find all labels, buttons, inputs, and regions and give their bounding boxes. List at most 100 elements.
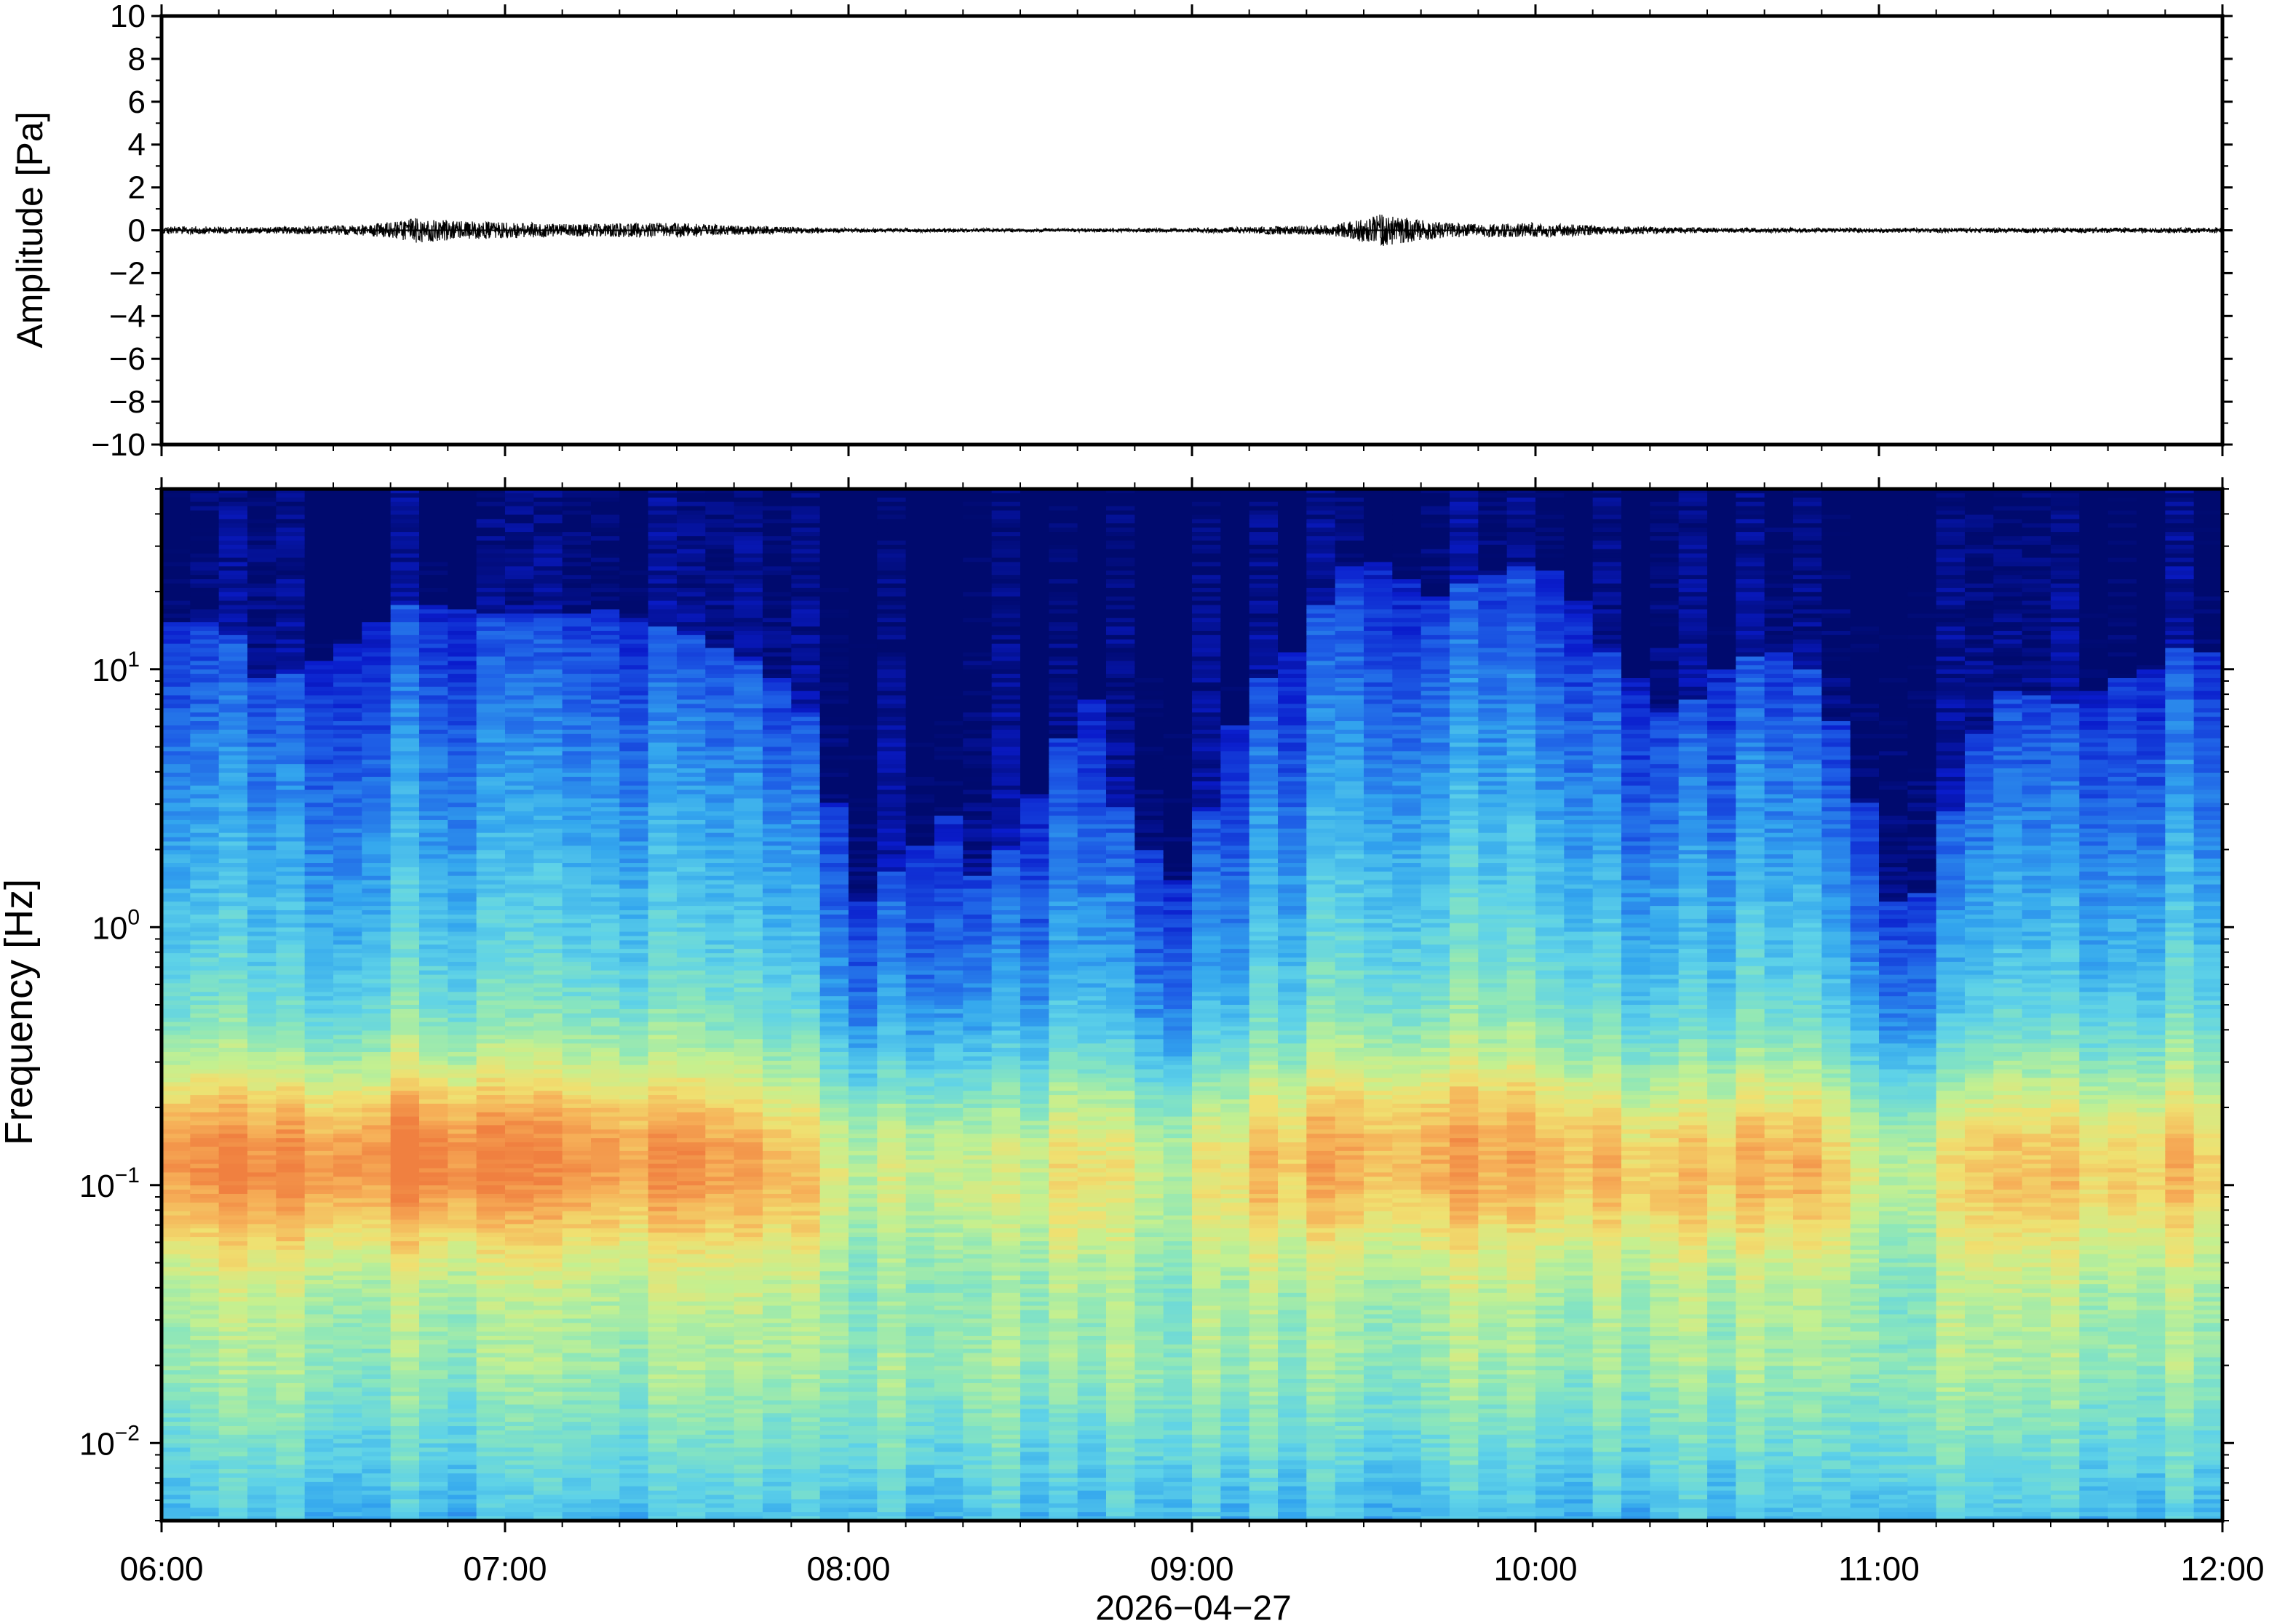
spectrogram-cell	[247, 1379, 277, 1384]
spectrogram-cell	[190, 540, 220, 546]
spectrogram-cell	[162, 816, 191, 821]
spectrogram-cell	[562, 1060, 592, 1066]
spectrogram-cell	[476, 613, 506, 619]
spectrogram-cell	[218, 1465, 248, 1470]
spectrogram-cell	[276, 1391, 306, 1397]
spectrogram-cell	[533, 721, 563, 726]
spectrogram-cell	[362, 1374, 392, 1380]
spectrogram-cell	[247, 1099, 277, 1104]
spectrogram-cell	[276, 570, 306, 576]
spectrogram-cell	[390, 1060, 420, 1066]
spectrogram-cell	[362, 626, 392, 632]
spectrogram-cell	[304, 1039, 334, 1044]
spectrogram-cell	[619, 987, 649, 993]
spectrogram-cell	[591, 1245, 621, 1251]
spectrogram-cell	[419, 1022, 449, 1027]
spectrogram-cell	[190, 781, 220, 787]
spectrogram-cell	[476, 1271, 506, 1277]
spectrogram-cell	[677, 979, 707, 984]
spectrogram-cell	[533, 1121, 563, 1126]
spectrogram-cell	[476, 682, 506, 688]
spectrogram-cell	[619, 859, 649, 864]
spectrogram-cell	[247, 1512, 277, 1517]
spectrogram-cell	[562, 579, 592, 584]
spectrogram-cell	[619, 1086, 649, 1091]
spectrogram-cell	[218, 816, 248, 821]
spectrogram-cell	[533, 1099, 563, 1104]
spectrogram-cell	[419, 699, 449, 705]
spectrogram-cell	[505, 875, 535, 881]
spectrogram-cell	[276, 1056, 306, 1062]
spectrogram-cell	[562, 1172, 592, 1178]
spectrogram-cell	[734, 794, 763, 800]
spectrogram-cell	[362, 764, 392, 769]
spectrogram-cell	[448, 1035, 477, 1040]
spectrogram-cell	[333, 609, 363, 615]
spectrogram-cell	[190, 906, 220, 911]
spectrogram-cell	[276, 699, 306, 705]
spectrogram-cell	[648, 940, 677, 946]
spectrogram-cell	[390, 1134, 420, 1139]
spectrogram-cell	[276, 514, 306, 520]
spectrogram-cell	[677, 1095, 707, 1100]
spectrogram-cell	[304, 987, 334, 993]
spectrogram-cell	[448, 1254, 477, 1259]
spectrogram-cell	[533, 1125, 563, 1131]
spectrogram-cell	[448, 1332, 477, 1337]
spectrogram-cell	[190, 519, 220, 525]
spectrogram-cell	[362, 1353, 392, 1358]
spectrogram-cell	[304, 747, 334, 752]
spectrogram-cell	[419, 785, 449, 791]
spectrogram-cell	[533, 669, 563, 674]
spectrogram-cell	[448, 1382, 477, 1388]
spectrogram-cell	[533, 1228, 563, 1233]
spectrogram-cell	[734, 781, 763, 787]
spectrogram-cell	[505, 1430, 535, 1436]
spectrogram-cell	[247, 1271, 277, 1277]
spectrogram-cell	[476, 764, 506, 769]
spectrogram-cell	[247, 669, 277, 674]
spectrogram-cell	[362, 1048, 392, 1053]
spectrogram-cell	[247, 1138, 277, 1143]
spectrogram-cell	[562, 901, 592, 907]
spectrogram-cell	[705, 1379, 735, 1384]
spectrogram-cell	[190, 1202, 220, 1208]
spectrogram-cell	[648, 828, 677, 834]
spectrogram-cell	[705, 1443, 735, 1449]
spectrogram-cell	[533, 1271, 563, 1277]
spectrogram-cell	[734, 837, 763, 843]
spectrogram-cell	[247, 656, 277, 662]
spectrogram-cell	[162, 854, 191, 859]
spectrogram-cell	[705, 669, 735, 674]
spectrogram-cell	[362, 1460, 392, 1465]
spectrogram-cell	[190, 1134, 220, 1139]
spectrogram-cell	[162, 1443, 191, 1449]
spectrogram-cell	[190, 575, 220, 580]
spectrogram-cell	[476, 1091, 506, 1096]
spectrogram-cell	[304, 880, 334, 885]
spectrogram-cell	[218, 600, 248, 606]
spectrogram-cell	[419, 1382, 449, 1388]
spectrogram-cell	[419, 570, 449, 576]
spectrogram-cell	[247, 824, 277, 829]
spectrogram-cell	[162, 923, 191, 928]
spectrogram-cell	[619, 652, 649, 658]
spectrogram-cell	[448, 1262, 477, 1268]
spectrogram-cell	[390, 544, 420, 550]
spectrogram-cell	[162, 1344, 191, 1350]
spectrogram-cell	[218, 1056, 248, 1062]
spectrogram-cell	[734, 579, 763, 584]
spectrogram-cell	[648, 970, 677, 976]
spectrogram-cell	[333, 1396, 363, 1401]
spectrogram-cell	[304, 1091, 334, 1096]
spectrogram-cell	[162, 1391, 191, 1397]
spectrogram-cell	[505, 1134, 535, 1139]
spectrogram-cell	[162, 622, 191, 627]
spectrogram-cell	[247, 742, 277, 748]
spectrogram-cell	[419, 897, 449, 902]
spectrogram-cell	[448, 1134, 477, 1139]
spectrogram-cell	[218, 1409, 248, 1414]
spectrogram-cell	[390, 630, 420, 636]
spectrogram-cell	[190, 562, 220, 568]
spectrogram-cell	[162, 776, 191, 782]
